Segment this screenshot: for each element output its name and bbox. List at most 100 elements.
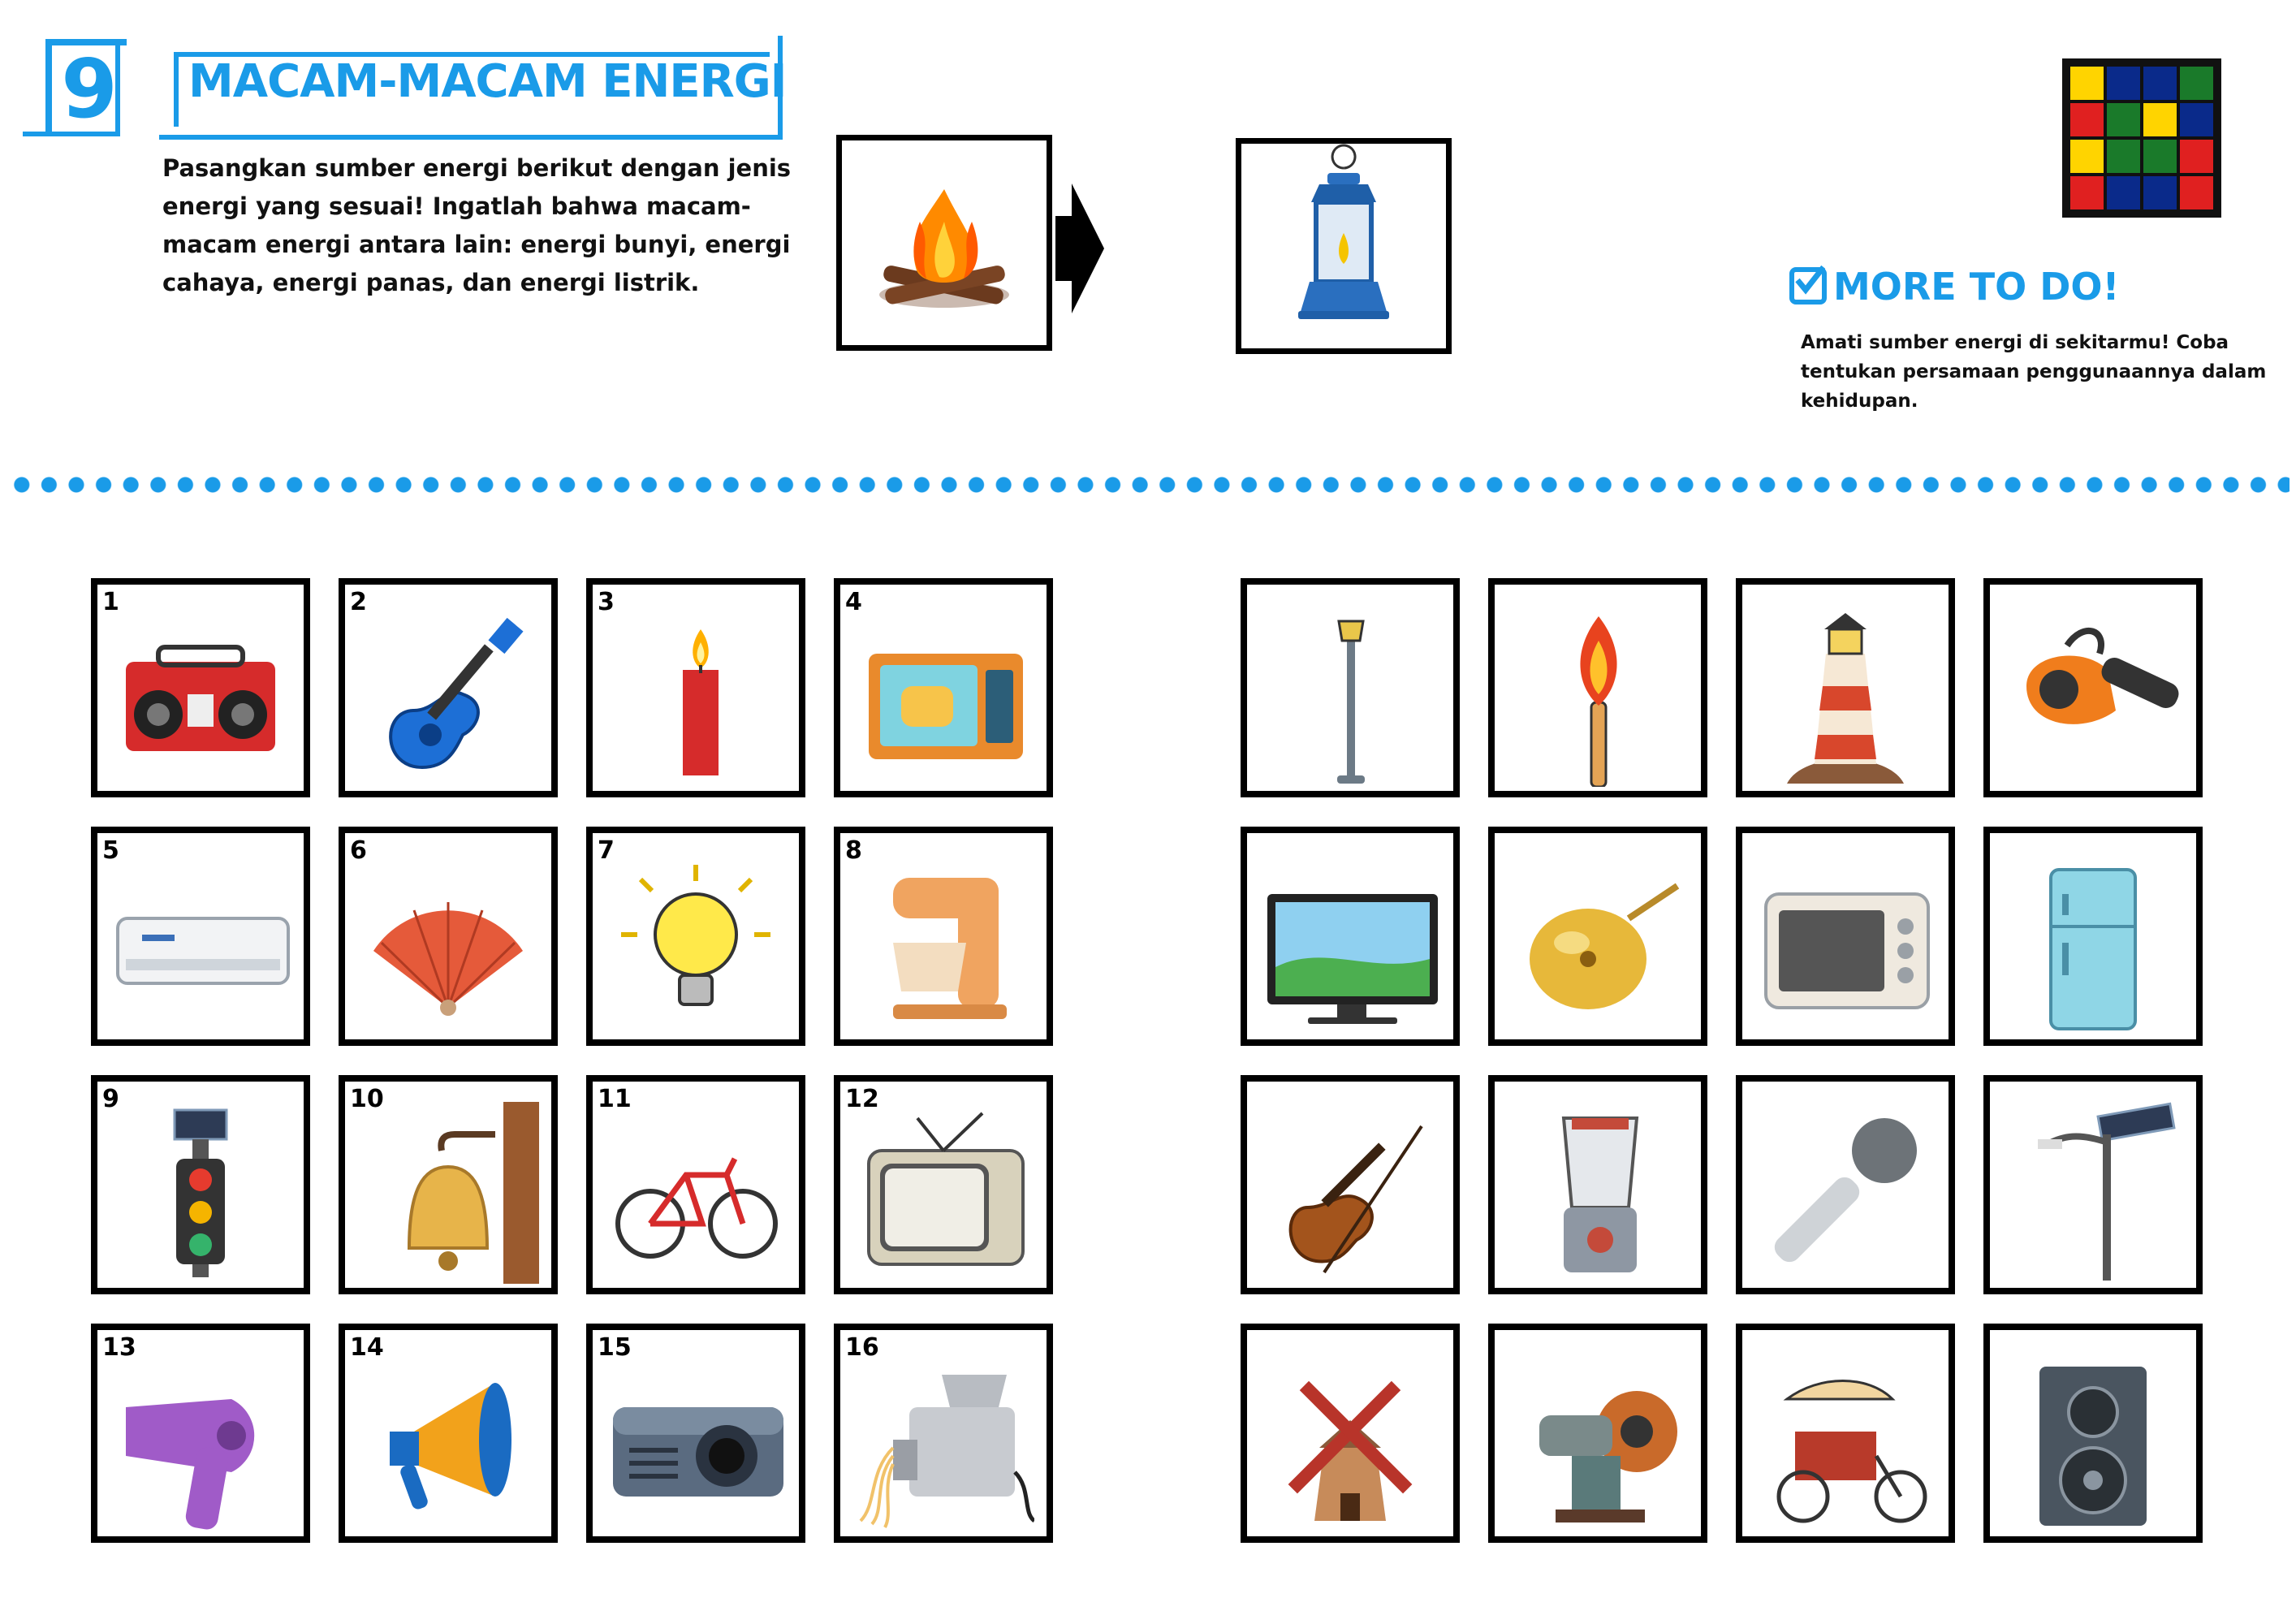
logo-square xyxy=(2070,103,2104,136)
card-number: 5 xyxy=(102,836,119,865)
blender-icon xyxy=(1561,1116,1639,1272)
logo-square xyxy=(2070,67,2104,100)
card-number: 13 xyxy=(102,1333,136,1362)
answer-energy-card[interactable] xyxy=(1488,1075,1707,1294)
answer-energy-card[interactable] xyxy=(1241,1075,1460,1294)
lighthouse-icon xyxy=(1787,613,1904,784)
card-number: 11 xyxy=(598,1085,632,1113)
numbered-energy-card[interactable]: 11 xyxy=(586,1075,805,1294)
card-number: 8 xyxy=(845,836,862,865)
grinder-machine-icon xyxy=(1539,1391,1677,1522)
card-number: 2 xyxy=(350,588,367,616)
light-bulb-icon xyxy=(621,865,770,1006)
computer-monitor-icon xyxy=(1267,894,1438,1024)
numbered-energy-card[interactable]: 15 xyxy=(586,1324,805,1543)
noodle-maker-icon xyxy=(859,1375,1034,1528)
numbered-energy-card[interactable]: 8 xyxy=(834,827,1053,1046)
numbered-energy-card[interactable]: 12 xyxy=(834,1075,1053,1294)
answer-energy-card[interactable] xyxy=(1241,827,1460,1046)
card-number: 12 xyxy=(845,1085,879,1113)
logo-square xyxy=(2107,140,2140,173)
numbered-energy-card[interactable]: 16 xyxy=(834,1324,1053,1543)
megaphone-icon xyxy=(390,1383,511,1510)
page-title: MACAM-MACAM ENERGI xyxy=(188,55,787,108)
violin-icon xyxy=(1288,1125,1423,1274)
card-number: 15 xyxy=(598,1333,632,1362)
answer-energy-card[interactable] xyxy=(1736,578,1955,797)
answer-energy-card[interactable] xyxy=(1488,827,1707,1046)
answer-energy-card[interactable] xyxy=(1983,827,2203,1046)
card-number: 7 xyxy=(598,836,615,865)
logo-square xyxy=(2180,103,2213,136)
card-number: 9 xyxy=(102,1085,119,1113)
card-number: 16 xyxy=(845,1333,879,1362)
old-television-icon xyxy=(867,1112,1025,1266)
campfire-icon xyxy=(879,189,1009,308)
toaster-oven-icon xyxy=(1764,892,1930,1009)
more-to-do-label: MORE TO DO! xyxy=(1833,265,2120,309)
numbered-energy-card[interactable]: 7 xyxy=(586,827,805,1046)
answer-energy-card[interactable] xyxy=(1983,1324,2203,1543)
windmill-icon xyxy=(1288,1380,1413,1521)
answer-energy-card[interactable] xyxy=(1736,827,1955,1046)
boombox-icon xyxy=(126,645,275,751)
logo-square xyxy=(2180,140,2213,173)
logo-square xyxy=(2107,176,2140,209)
stand-mixer-icon xyxy=(893,878,1007,1019)
microphone-icon xyxy=(1774,1118,1917,1263)
solar-traffic-light-icon xyxy=(173,1108,228,1277)
card-number: 4 xyxy=(845,588,862,616)
answer-energy-card[interactable] xyxy=(1488,1324,1707,1543)
solar-street-light-icon xyxy=(2038,1102,2176,1281)
instructions-text: Pasangkan sumber energi berikut dengan j… xyxy=(162,154,792,296)
card-number: 10 xyxy=(350,1085,384,1113)
logo-square xyxy=(2180,176,2213,209)
title-box: MACAM-MACAM ENERGI xyxy=(159,36,787,140)
logo-square xyxy=(2070,140,2104,173)
answer-energy-card[interactable] xyxy=(1983,1075,2203,1294)
example-source-box xyxy=(836,135,1052,351)
logo-square xyxy=(2143,103,2177,136)
oil-lantern-icon xyxy=(1298,144,1389,319)
answer-energy-card[interactable] xyxy=(1736,1075,1955,1294)
checkbox-icon xyxy=(1789,266,1827,304)
logo-square xyxy=(2107,67,2140,100)
numbered-energy-card[interactable]: 13 xyxy=(91,1324,310,1543)
numbered-energy-card[interactable]: 14 xyxy=(339,1324,558,1543)
logo-square xyxy=(2107,103,2140,136)
refrigerator-icon xyxy=(2049,868,2137,1030)
projector-icon xyxy=(613,1407,783,1497)
answer-energy-card[interactable] xyxy=(1736,1324,1955,1543)
logo-square xyxy=(2143,67,2177,100)
air-conditioner-icon xyxy=(116,917,290,985)
numbered-energy-card[interactable]: 10 xyxy=(339,1075,558,1294)
card-number: 6 xyxy=(350,836,367,865)
dotted-separator xyxy=(8,476,2290,494)
answer-energy-card[interactable] xyxy=(1241,1324,1460,1543)
rickshaw-icon xyxy=(1776,1380,1927,1523)
answer-energy-card[interactable] xyxy=(1488,578,1707,797)
numbered-energy-card[interactable]: 9 xyxy=(91,1075,310,1294)
logo-square xyxy=(2143,176,2177,209)
colorful-grid-logo xyxy=(2062,58,2221,218)
numbered-energy-card[interactable]: 6 xyxy=(339,827,558,1046)
hair-dryer-icon xyxy=(126,1399,255,1530)
candle-icon xyxy=(683,629,719,775)
example-target-box xyxy=(1236,138,1452,354)
numbered-energy-card[interactable]: 2 xyxy=(339,578,558,797)
guitar-icon xyxy=(389,617,524,770)
numbered-energy-card[interactable]: 3 xyxy=(586,578,805,797)
page-number: 9 xyxy=(45,39,127,136)
answer-energy-card[interactable] xyxy=(1241,578,1460,797)
numbered-energy-card[interactable]: 4 xyxy=(834,578,1053,797)
logo-square xyxy=(2070,176,2104,209)
wall-bell-icon xyxy=(407,1102,539,1284)
answer-energy-card[interactable] xyxy=(1983,578,2203,797)
numbered-energy-card[interactable]: 1 xyxy=(91,578,310,797)
numbered-energy-card[interactable]: 5 xyxy=(91,827,310,1046)
card-number: 14 xyxy=(350,1333,384,1362)
card-number: 3 xyxy=(598,588,615,616)
card-number: 1 xyxy=(102,588,119,616)
more-to-do-text: Amati sumber energi di sekitarmu! Coba t… xyxy=(1801,332,2267,412)
page-number-badge: 9 xyxy=(23,39,127,136)
